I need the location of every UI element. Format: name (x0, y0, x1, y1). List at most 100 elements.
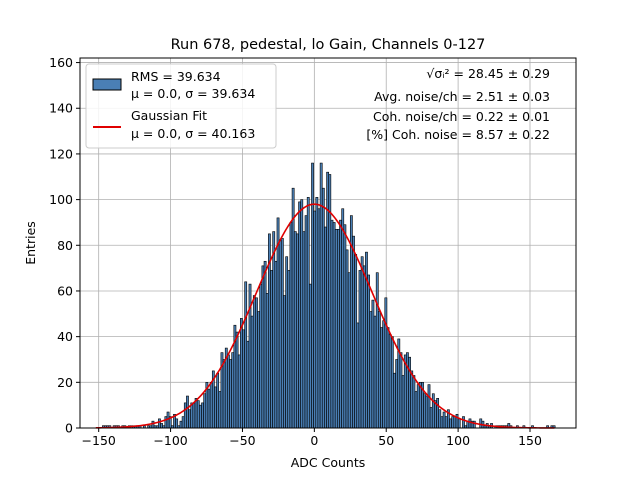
histogram-bar (343, 224, 347, 429)
histogram-bar (194, 398, 198, 429)
histogram-bar (203, 393, 207, 429)
plot-frame (79, 57, 577, 429)
histogram-bar (250, 315, 254, 429)
histogram-bar (151, 420, 155, 429)
histogram-bar (339, 219, 342, 429)
histogram-bar (378, 311, 381, 429)
histogram-bar (401, 375, 405, 429)
histogram-bar (375, 272, 379, 429)
chart-title: Run 678, pedestal, lo Gain, Channels 0-1… (171, 37, 486, 53)
histogram-bar (188, 409, 192, 429)
histogram-bar (436, 398, 440, 429)
histogram-bar (183, 402, 187, 429)
histogram-bar (283, 295, 286, 429)
legend-histogram-stats: μ = 0.0, σ = 39.634 (131, 86, 255, 101)
histogram-bar (442, 411, 446, 429)
histogram-bar (259, 283, 263, 429)
histogram-bar (237, 354, 241, 429)
histogram-bar (296, 233, 299, 429)
histogram-bar (201, 402, 204, 429)
annotation-avg-noise: Avg. noise/ch = 2.51 ± 0.03 (374, 89, 550, 104)
histogram-bar (321, 187, 325, 429)
histogram-bar (425, 395, 429, 429)
histogram-bar (306, 197, 310, 429)
histogram-bar (190, 402, 194, 429)
histogram-bar (196, 400, 200, 429)
histogram-bar (280, 238, 284, 429)
histogram-bar (429, 407, 433, 429)
histogram-bar (313, 210, 317, 429)
histogram-bar (244, 281, 248, 429)
x-tick-label: 100 (446, 433, 470, 448)
histogram-bar (179, 420, 183, 429)
y-tick-label: 100 (49, 192, 73, 207)
histogram-bar (304, 215, 308, 429)
histogram-bar (285, 256, 289, 429)
histogram-bar (175, 418, 179, 429)
histogram-bar (246, 340, 250, 429)
histogram-bar (399, 352, 403, 429)
histogram-bar (317, 208, 321, 429)
histogram-bar (287, 270, 291, 429)
histogram-bar (291, 187, 295, 429)
x-axis-label: ADC Counts (291, 455, 366, 470)
histogram-bar (300, 199, 304, 429)
histogram-bar (382, 320, 386, 429)
histogram-bar (218, 391, 222, 429)
histogram-bar (158, 418, 161, 429)
histogram-bar (416, 384, 420, 429)
histogram-bar (451, 416, 455, 429)
histogram-bar (181, 416, 185, 429)
histogram-bar (186, 395, 189, 429)
histogram-bar (199, 404, 202, 429)
histogram-bar (265, 292, 269, 429)
y-tick-label: 140 (49, 101, 73, 116)
histogram-bar (356, 322, 360, 429)
y-tick-label: 80 (57, 238, 73, 253)
y-axis-ticks: 0 20 40 60 80 100 120 140 160 (49, 55, 80, 436)
histogram-bar (438, 409, 442, 429)
histogram-bar (337, 228, 340, 429)
histogram-bar (380, 327, 383, 429)
histogram-bar (431, 393, 435, 429)
histogram-bar (261, 265, 265, 429)
legend-histogram-label: RMS = 39.634 (131, 69, 221, 84)
x-tick-label: −150 (82, 433, 116, 448)
histogram-bar (330, 219, 334, 429)
histogram-bar (352, 235, 355, 429)
histogram-bar (309, 283, 312, 429)
histogram-bar (231, 352, 235, 429)
histogram-bar (373, 315, 377, 429)
histogram-bar (427, 384, 431, 429)
histogram-bar (278, 240, 282, 429)
histogram-bar (209, 382, 213, 429)
histogram-bar (252, 295, 256, 429)
histogram-bar (315, 197, 319, 429)
histogram-bar (332, 222, 336, 429)
histogram-bar (255, 297, 258, 429)
annotation-sigma: √σᵢ² = 28.45 ± 0.29 (426, 66, 550, 81)
histogram-bar (371, 299, 375, 429)
y-tick-label: 120 (49, 146, 73, 161)
histogram-bar (298, 201, 301, 429)
histogram-bar (257, 311, 261, 429)
histogram-bar (347, 272, 351, 429)
legend: RMS = 39.634 μ = 0.0, σ = 39.634 Gaussia… (85, 63, 277, 149)
annotation-coh-noise: Coh. noise/ch = 0.22 ± 0.01 (373, 109, 550, 124)
gaussian-fit-line (95, 203, 555, 429)
x-tick-label: 50 (378, 433, 394, 448)
histogram-bar (319, 162, 323, 429)
histogram-bar (222, 359, 226, 429)
x-tick-label: −50 (229, 433, 255, 448)
legend-frame (85, 63, 277, 149)
annotation-coh-percent: [%] Coh. noise = 8.57 ± 0.22 (366, 127, 550, 142)
y-tick-label: 160 (49, 55, 73, 70)
histogram-bar (263, 260, 267, 429)
histogram-bar (406, 352, 409, 429)
histogram-bar (388, 334, 392, 429)
histogram-bar (354, 254, 358, 429)
histogram-bar (468, 418, 472, 429)
histogram-bar (369, 311, 373, 429)
histogram-bar (362, 265, 366, 429)
